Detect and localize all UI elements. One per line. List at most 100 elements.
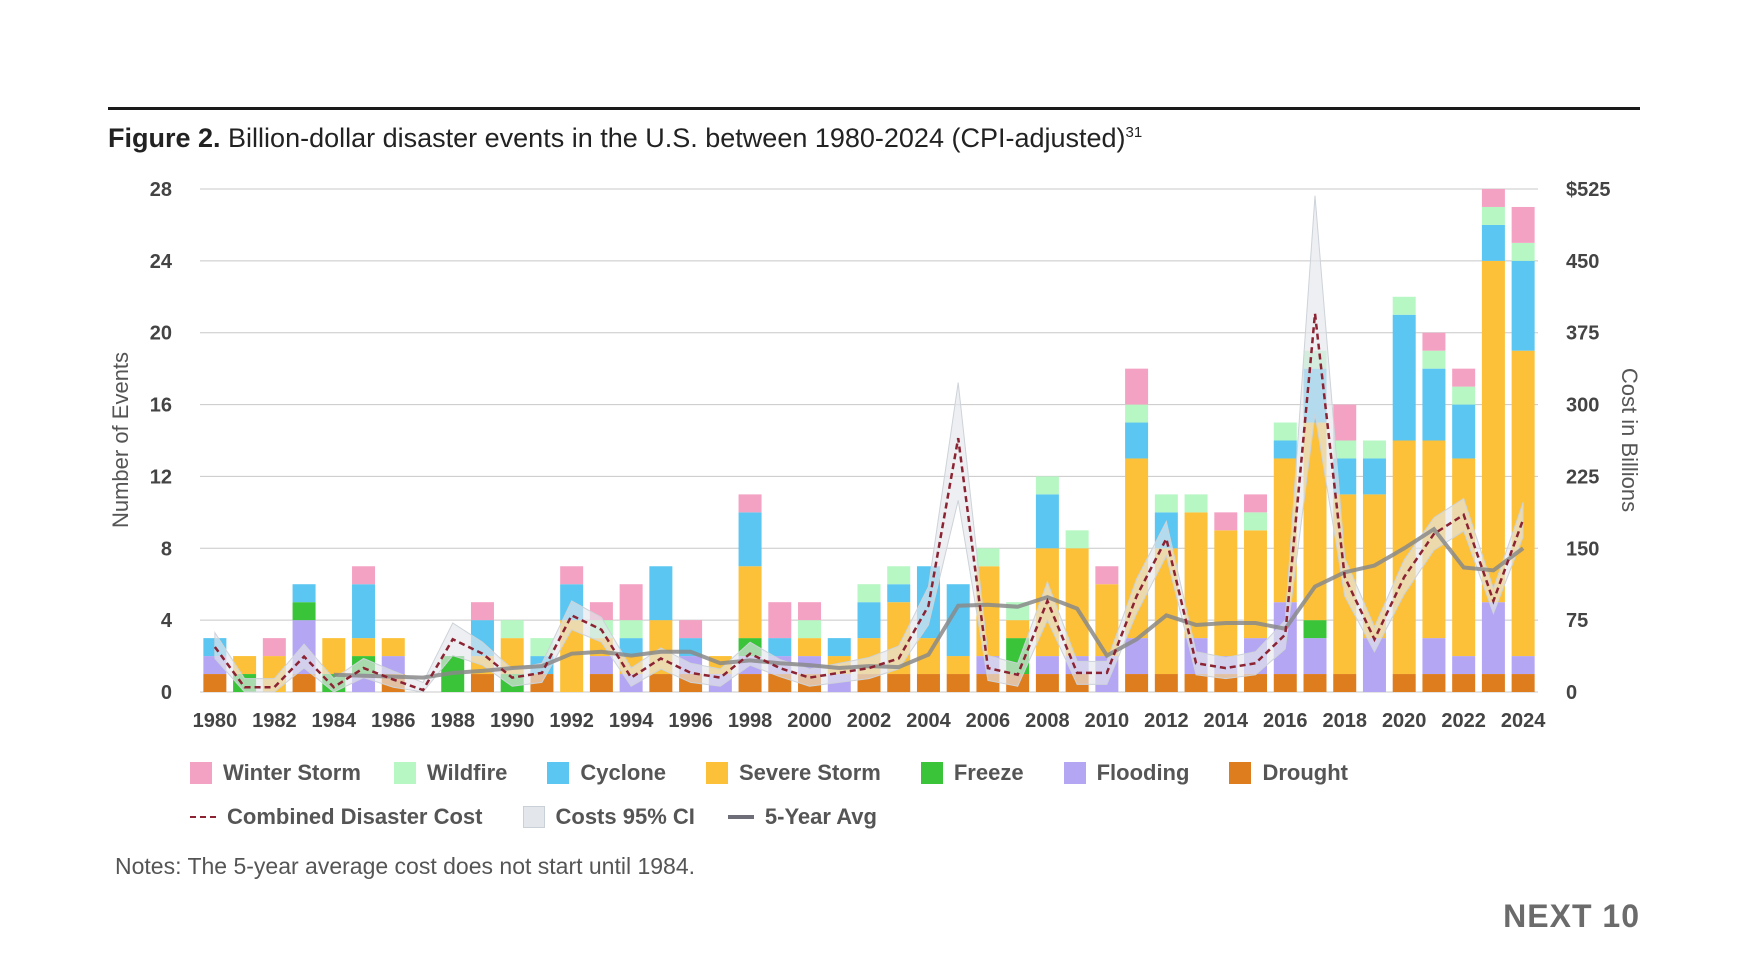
legend-item-freeze: Freeze — [920, 760, 1024, 786]
bar-winter_storm-1999 — [768, 602, 792, 639]
bar-winter_storm-1989 — [470, 602, 494, 621]
y-tick-left: 4 — [161, 610, 173, 632]
bar-cyclone-2019 — [1362, 458, 1386, 495]
legend-swatch-wildfire — [393, 762, 416, 784]
bar-drought-2018 — [1333, 674, 1357, 692]
legend-line-avg — [727, 815, 754, 819]
bar-wildfire-2023 — [1481, 206, 1505, 225]
legend-label-combined-cost: Combined Disaster Cost — [227, 804, 483, 829]
bar-wildfire-2003 — [887, 566, 911, 585]
legend-label-avg: 5-Year Avg — [764, 804, 877, 829]
bar-flooding-2023 — [1481, 602, 1505, 675]
figure-title-text: Billion-dollar disaster events in the U.… — [228, 123, 1126, 153]
bar-drought-2005 — [946, 674, 970, 692]
x-tick-label: 1988 — [430, 710, 475, 732]
legend-label-freeze: Freeze — [953, 760, 1024, 785]
x-tick-label: 1990 — [490, 710, 535, 732]
bar-drought-2021 — [1422, 674, 1446, 692]
bar-cyclone-1985 — [352, 584, 376, 639]
bar-winter_storm-2014 — [1214, 512, 1238, 531]
bar-cyclone-2002 — [857, 602, 881, 639]
bar-wildfire-2009 — [1065, 530, 1089, 549]
x-tick-label: 2006 — [966, 710, 1011, 732]
legend-swatch-freeze — [920, 762, 943, 784]
legend-swatch-ci — [522, 806, 545, 828]
bar-severe_storm-1985 — [352, 638, 376, 657]
x-tick-label: 2004 — [906, 710, 951, 732]
bar-severe_storm-1984 — [322, 638, 346, 675]
bar-wildfire-2008 — [1035, 476, 1059, 495]
y-axis-label-left: Number of Events — [108, 352, 133, 528]
bar-drought-1998 — [738, 674, 762, 692]
bar-drought-1993 — [589, 674, 613, 692]
bar-wildfire-2015 — [1244, 512, 1268, 531]
bar-cyclone-1999 — [768, 638, 792, 657]
legend-item-severe-storm: Severe Storm — [706, 760, 881, 786]
x-tick-label: 2022 — [1441, 710, 1486, 732]
bar-cyclone-2022 — [1452, 404, 1476, 459]
y-tick-right: 225 — [1566, 466, 1599, 488]
bar-wildfire-2021 — [1422, 350, 1446, 369]
x-tick-label: 1996 — [668, 710, 713, 732]
bar-severe_storm-2023 — [1481, 260, 1505, 603]
bar-flooding-2021 — [1422, 638, 1446, 675]
legend-label-flooding: Flooding — [1096, 760, 1190, 785]
bar-wildfire-1994 — [619, 620, 643, 639]
x-tick-label: 2002 — [847, 710, 892, 732]
y-tick-left: 16 — [150, 395, 172, 417]
bar-winter_storm-1998 — [738, 494, 762, 513]
bar-cyclone-1995 — [649, 566, 673, 621]
y-axis-label-right: Cost in Billions — [1617, 368, 1642, 512]
bar-severe_storm-2000 — [798, 638, 822, 657]
x-tick-label: 2000 — [787, 710, 832, 732]
bar-drought-2013 — [1184, 674, 1208, 692]
x-tick-label: 1980 — [193, 710, 238, 732]
bar-cyclone-2001 — [827, 638, 851, 657]
legend-label-ci: Costs 95% CI — [555, 804, 695, 829]
bar-freeze-1983 — [292, 602, 316, 621]
bar-winter_storm-2011 — [1125, 368, 1149, 405]
bar-drought-2004 — [916, 674, 940, 692]
bar-severe_storm-2015 — [1244, 530, 1268, 639]
bar-cyclone-1994 — [619, 638, 643, 657]
bar-severe_storm-2010 — [1095, 584, 1119, 657]
y-tick-left: 8 — [161, 538, 172, 560]
bar-wildfire-2013 — [1184, 494, 1208, 513]
y-tick-right: 75 — [1566, 610, 1588, 632]
bar-severe_storm-2017 — [1303, 422, 1327, 621]
bar-wildfire-2002 — [857, 584, 881, 603]
legend-line-combined-cost — [190, 816, 216, 818]
bar-winter_storm-1992 — [560, 566, 584, 585]
legend-item-wildfire: Wildfire — [393, 760, 507, 786]
bar-flooding-2024 — [1511, 656, 1535, 675]
bar-flooding-2019 — [1362, 638, 1386, 692]
figure-label: Figure 2. — [108, 123, 221, 153]
bar-flooding-2022 — [1452, 656, 1476, 675]
bar-cyclone-1983 — [292, 584, 316, 603]
bar-drought-2024 — [1511, 674, 1535, 692]
legend-row-categories: Winter Storm Wildfire Cyclone Severe Sto… — [190, 760, 1348, 786]
bar-drought-1989 — [470, 674, 494, 692]
bar-winter_storm-2010 — [1095, 566, 1119, 585]
legend-item-flooding: Flooding — [1063, 760, 1190, 786]
bar-severe_storm-2005 — [946, 656, 970, 675]
bar-wildfire-1990 — [500, 620, 524, 639]
ci-band — [214, 195, 1524, 693]
bar-wildfire-2006 — [976, 548, 1000, 567]
bar-cyclone-2021 — [1422, 368, 1446, 441]
title-rule — [108, 107, 1640, 110]
legend-swatch-flooding — [1063, 762, 1086, 784]
bar-severe_storm-2020 — [1392, 440, 1416, 675]
x-tick-label: 2016 — [1263, 710, 1308, 732]
bar-flooding-2008 — [1035, 656, 1059, 675]
legend-item-winter-storm: Winter Storm — [190, 760, 361, 786]
bar-flooding-2017 — [1303, 638, 1327, 675]
bar-wildfire-2000 — [798, 620, 822, 639]
bar-winter_storm-2015 — [1244, 494, 1268, 513]
y-tick-left: 28 — [150, 179, 172, 201]
bar-wildfire-2018 — [1333, 440, 1357, 459]
bar-drought-1980 — [203, 674, 227, 692]
bar-drought-2003 — [887, 674, 911, 692]
legend-item-ci: Costs 95% CI — [522, 804, 695, 830]
bar-wildfire-2011 — [1125, 404, 1149, 423]
